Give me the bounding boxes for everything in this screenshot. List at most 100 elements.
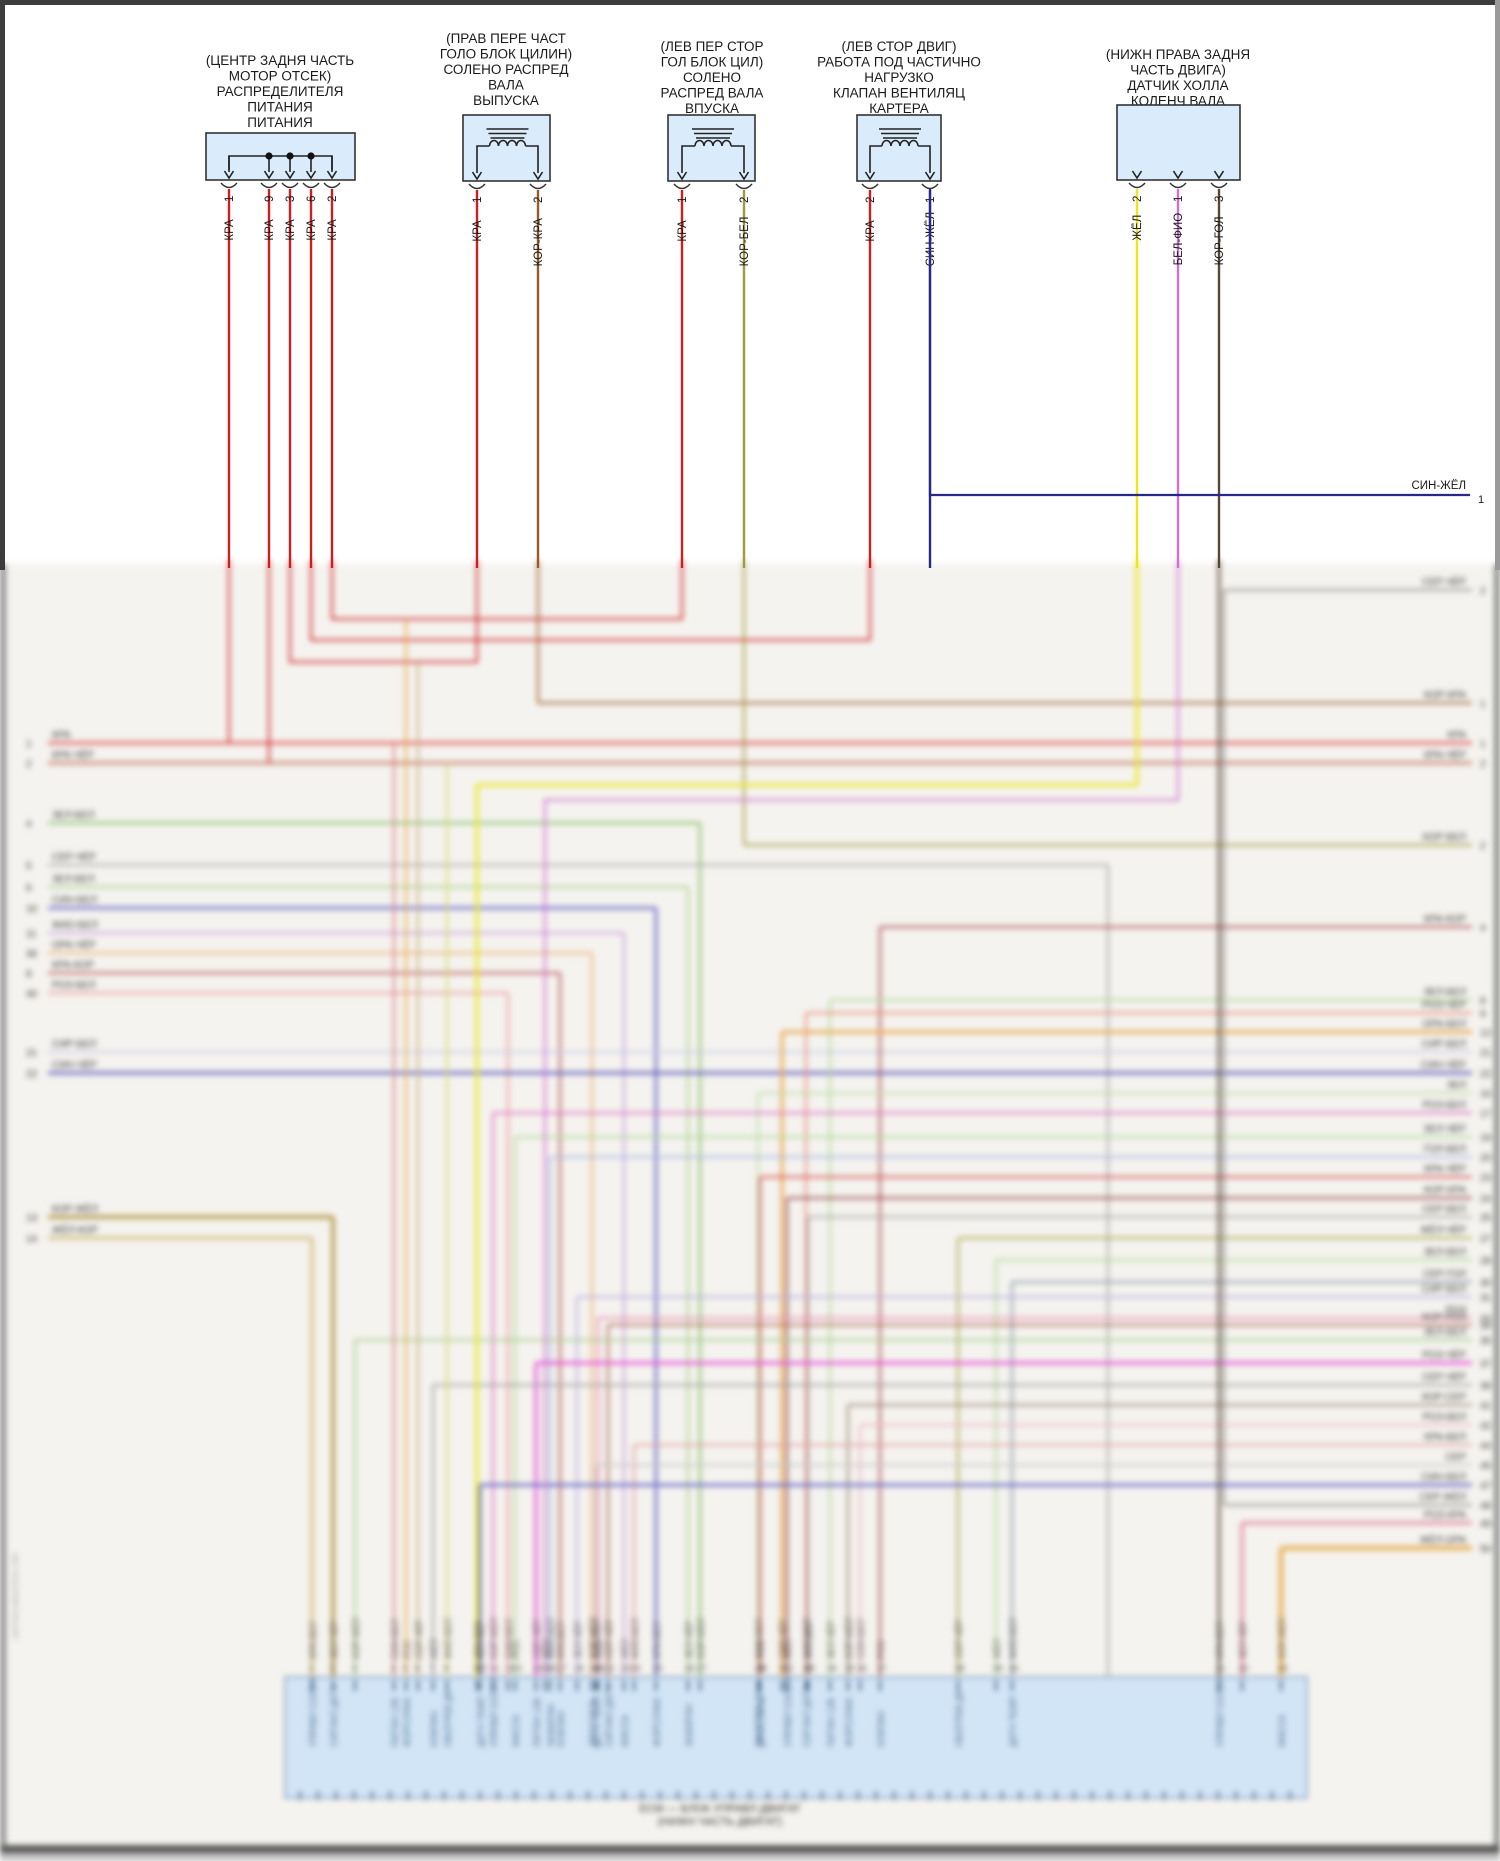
pin-socket-icon xyxy=(1128,182,1146,189)
pin-socket-icon xyxy=(302,182,320,189)
pin-socket-icon xyxy=(735,183,753,190)
pin-socket-icon xyxy=(468,183,486,190)
right-wire-label: СЕР-ЧЁР xyxy=(1422,1371,1466,1383)
connector-pin-number: 14 xyxy=(533,1663,543,1673)
left-wire-label: ЗЕЛ-БЕЛ xyxy=(52,874,94,885)
component-label-line: ПИТАНИЯ xyxy=(247,115,312,130)
left-pin-number: 21 xyxy=(26,1048,38,1059)
svg-text:ФОРСУНКА: ФОРСУНКА xyxy=(402,1698,412,1747)
connector-pin-number: 28 xyxy=(755,1663,765,1673)
arrow-down-icon xyxy=(1131,170,1143,180)
component-label-line: ГОЛО БЛОК ЦИЛИН) xyxy=(440,47,572,62)
component-label-line: ГОЛ БЛОК ЦИЛ) xyxy=(661,55,763,70)
connector-pin-number: 37 xyxy=(877,1663,887,1673)
left-pin-number: 22 xyxy=(26,1069,38,1080)
connector-pin-number: 12 xyxy=(505,1663,515,1673)
svg-text:СИН-БЕЛ: СИН-БЕЛ xyxy=(592,1619,602,1659)
pin-socket-icon xyxy=(220,182,238,189)
connector-pin-number: 5 xyxy=(403,1663,408,1673)
arrow-down-icon xyxy=(1172,170,1184,180)
svg-text:6: 6 xyxy=(306,196,318,202)
svg-text:МАССА: МАССА xyxy=(1277,1715,1287,1747)
svg-text:ЗАЖИГАН: ЗАЖИГАН xyxy=(546,1704,556,1747)
svg-text:ФОРСУНКА: ФОРСУНКА xyxy=(652,1698,662,1747)
right-wire-label: СЕР-ГОЛ xyxy=(1423,1269,1466,1280)
svg-text:КРА: КРА xyxy=(285,219,297,241)
svg-text:УПРАВЛ СОЛЕН: УПРАВЛ СОЛЕН xyxy=(489,1677,499,1747)
left-wire-label: СЕР-ЧЁР xyxy=(52,851,96,863)
left-pin-number: 13 xyxy=(26,1213,38,1224)
svg-text:КРА: КРА xyxy=(306,219,318,241)
right-pin-number: 34 xyxy=(1480,1321,1492,1332)
component-label-line: РАБОТА ПОД ЧАСТИЧНО xyxy=(817,55,981,70)
right-pin-number: 30 xyxy=(1480,1278,1492,1289)
left-wire-label: КРА xyxy=(52,730,71,741)
right-wire-label: РОЗ-ЧЁР xyxy=(1422,1349,1466,1361)
svg-text:КРА-БЕЛ: КРА-БЕЛ xyxy=(1215,1621,1225,1659)
right-pin-number: 47 xyxy=(1480,1481,1492,1492)
component-wire-continuation xyxy=(331,560,683,620)
svg-text:ОБОГРЕВ ДК: ОБОГРЕВ ДК xyxy=(443,1690,453,1747)
connector-pin-number: 22 xyxy=(605,1663,615,1673)
svg-text:ФИО-БЕЛ: ФИО-БЕЛ xyxy=(1008,1618,1018,1659)
svg-text:carmanualsonline.info: carmanualsonline.info xyxy=(10,1552,20,1640)
pin-socket-icon xyxy=(529,183,547,190)
connector-pin-number: 26 xyxy=(685,1663,695,1673)
svg-text:КОР-КРА: КОР-КРА xyxy=(533,218,545,267)
left-wire-label: СИР-БЕЛ xyxy=(52,1039,96,1050)
component-label-line: КЛАПАН ВЕНТИЛЯЦ xyxy=(833,86,965,101)
svg-text:СИГНАЛ ДАТЧ: СИГНАЛ ДАТЧ xyxy=(604,1685,614,1747)
svg-text:2: 2 xyxy=(533,197,545,203)
svg-text:РОЗ: РОЗ xyxy=(594,1641,604,1659)
left-pin-number: 2 xyxy=(26,759,32,770)
svg-text:ЖЁЛ: ЖЁЛ xyxy=(1132,215,1144,241)
arrow-down-icon xyxy=(263,170,275,180)
component-wire-continuation xyxy=(310,560,871,641)
svg-text:ОБОГРЕВ ДК: ОБОГРЕВ ДК xyxy=(954,1690,964,1747)
component-label-line: (ПРАВ ПЕРЕ ЧАСТ xyxy=(446,31,566,46)
component-box xyxy=(856,114,942,182)
right-pin-number: 2 xyxy=(1480,841,1486,852)
sin-zhel-pin-number: 1 xyxy=(1478,494,1484,506)
svg-text:КРА-БЕЛ: КРА-БЕЛ xyxy=(556,1621,566,1659)
component-label-line: (НИЖН ПРАВА ЗАДНЯ xyxy=(1106,47,1250,62)
left-wire-label: СИН-ЧЁР xyxy=(52,1059,97,1071)
svg-text:КРА-БЕЛ: КРА-БЕЛ xyxy=(804,1621,814,1659)
arrow-down-icon xyxy=(1213,170,1225,180)
right-wire-label: КОР-РОЗ xyxy=(1422,1312,1466,1323)
left-wire-label: ЗЕЛ-БЕЛ xyxy=(52,810,94,821)
connector-pin-number: 24 xyxy=(631,1663,641,1673)
svg-text:ФИО-БЕЛ: ФИО-БЕЛ xyxy=(546,1618,556,1659)
sin-zhel-label: СИН-ЖЁЛ xyxy=(1411,480,1466,492)
pin-socket-icon xyxy=(260,182,278,189)
right-pin-number: 24 xyxy=(1480,1194,1492,1205)
svg-text:ЖЁЛ: ЖЁЛ xyxy=(783,1639,793,1659)
right-pin-number: 37 xyxy=(1480,1359,1492,1370)
connector-pin-number: 27 xyxy=(697,1663,707,1673)
svg-text:КРА: КРА xyxy=(865,220,877,242)
page-border-top xyxy=(0,0,1500,5)
svg-text:ЗЕЛ-ЧЁР: ЗЕЛ-ЧЁР xyxy=(826,1621,836,1659)
right-pin-number: 45 xyxy=(1480,1461,1492,1472)
solenoid-coil-icon xyxy=(869,139,931,173)
right-wire-label: СИН-БЕЛ xyxy=(1421,1472,1466,1483)
pin-socket-icon xyxy=(1169,182,1187,189)
svg-text:ОБОГРЕВ ДК: ОБОГРЕВ ДК xyxy=(754,1690,764,1747)
svg-text:КРА: КРА xyxy=(472,220,484,242)
connector-pin-number: 30 xyxy=(779,1663,789,1673)
arrow-down-icon xyxy=(284,170,296,180)
right-wire-label: КРА-БЕЛ xyxy=(1424,1432,1466,1443)
component-label-line: ДАТЧИК ХОЛЛА xyxy=(1127,78,1228,93)
right-pin-number: 38 xyxy=(1480,1381,1492,1392)
left-wire-label: КОР-ЖЁЛ xyxy=(52,1203,98,1215)
svg-text:ДАТЧ ТЕМП: ДАТЧ ТЕМП xyxy=(476,1696,486,1747)
right-pin-number: 33 xyxy=(1480,1314,1492,1325)
component-label-line: ВАЛА xyxy=(488,78,524,93)
right-wire-label: ЗЕЛ-БЕЛ xyxy=(1424,1247,1466,1258)
right-wire-label: КРА xyxy=(1448,730,1467,741)
component-label-line: РАСПРЕДЕЛИТЕЛЯ xyxy=(217,84,344,99)
component-label-line: ВЫПУСКА xyxy=(473,93,539,108)
